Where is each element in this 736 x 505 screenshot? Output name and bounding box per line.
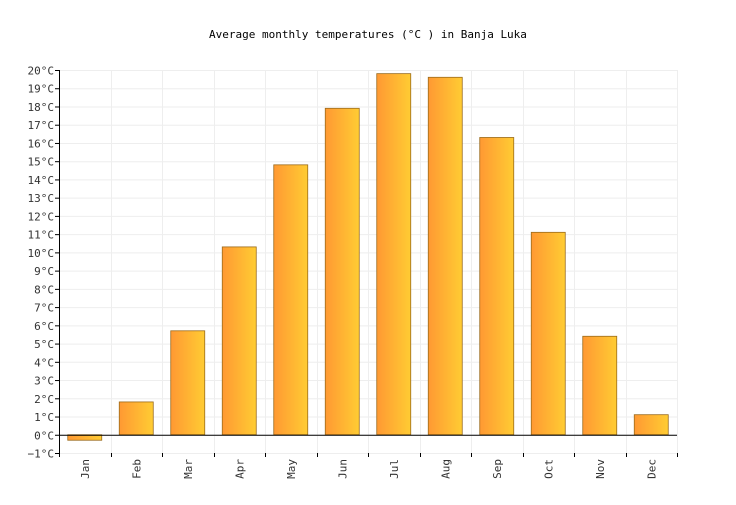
- chart-title: Average monthly temperatures (°C ) in Ba…: [209, 28, 527, 41]
- bar-feb: [118, 401, 154, 436]
- y-tick-label: 17°C: [28, 119, 55, 132]
- x-tick-label: Jun: [336, 459, 349, 479]
- y-tick-label: 4°C: [34, 356, 54, 369]
- y-tick-label: 20°C: [28, 65, 55, 78]
- y-tick-label: 18°C: [28, 101, 55, 114]
- x-tick-label: Jan: [79, 459, 92, 479]
- x-tick-label: Jul: [388, 459, 401, 479]
- axes: [55, 70, 678, 457]
- bar-dec: [633, 414, 669, 436]
- x-tick-label: May: [285, 459, 298, 479]
- x-axis-tick-labels: Jan Feb Mar Apr May Jun Jul Aug Sep Oct Nov Dec: [79, 459, 659, 479]
- y-tick-label: 19°C: [28, 83, 55, 96]
- y-tick-label: 11°C: [28, 229, 55, 242]
- y-tick-label: 12°C: [28, 210, 55, 223]
- bar-apr: [221, 246, 257, 436]
- y-tick-label: 16°C: [28, 137, 55, 150]
- y-tick-label: 9°C: [34, 265, 54, 278]
- y-tick-label: −1°C: [28, 448, 55, 461]
- bar-oct: [530, 231, 566, 436]
- bar-sep: [479, 137, 515, 436]
- x-tick-label: Sep: [491, 459, 504, 479]
- y-tick-label: 1°C: [34, 411, 54, 424]
- y-axis-tick-labels: −1°C 0°C 1°C 2°C 3°C 4°C 5°C 6°C 7°C 8°C 9°C 10°C 11…: [28, 65, 55, 461]
- y-tick-label: 7°C: [34, 302, 54, 315]
- bar-aug: [427, 76, 463, 436]
- y-tick-label: 8°C: [34, 283, 54, 296]
- x-tick-label: Apr: [233, 459, 246, 479]
- y-tick-label: 2°C: [34, 393, 54, 406]
- y-tick-label: 5°C: [34, 338, 54, 351]
- bar-jul: [376, 73, 412, 436]
- bars: [67, 73, 669, 441]
- y-tick-label: 3°C: [34, 375, 54, 388]
- y-tick-label: 10°C: [28, 247, 55, 260]
- x-tick-label: Dec: [645, 459, 658, 479]
- y-tick-label: 13°C: [28, 192, 55, 205]
- x-tick-label: Mar: [182, 459, 195, 479]
- x-tick-label: Nov: [594, 459, 607, 479]
- y-tick-label: 14°C: [28, 174, 55, 187]
- y-tick-label: 6°C: [34, 320, 54, 333]
- bar-jun: [324, 107, 360, 436]
- bar-mar: [170, 330, 206, 436]
- y-tick-label: 0°C: [34, 429, 54, 442]
- y-tick-label: 15°C: [28, 156, 55, 169]
- x-tick-label: Aug: [439, 459, 452, 479]
- x-tick-label: Oct: [542, 459, 555, 479]
- bar-may: [273, 164, 309, 436]
- bar-nov: [582, 335, 618, 436]
- x-tick-label: Feb: [130, 459, 143, 479]
